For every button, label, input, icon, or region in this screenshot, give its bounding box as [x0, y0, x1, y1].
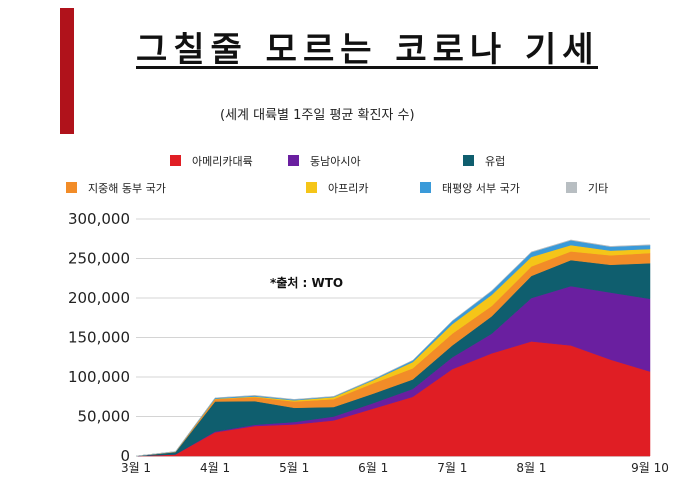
legend-swatch — [306, 182, 317, 193]
x-tick-label: 4월 1 — [200, 461, 230, 475]
legend-swatch — [170, 155, 181, 166]
y-tick-label: 0 — [120, 447, 130, 465]
x-tick-label: 8월 1 — [516, 461, 546, 475]
legend-swatch — [66, 182, 77, 193]
y-axis: 0 50,000 100,000 150,000 200,000 250,000 300,0… — [68, 210, 130, 465]
x-axis: 3월 1 4월 1 5월 1 6월 1 7월 1 8월 1 9월 10 — [121, 461, 669, 475]
legend-swatch — [288, 155, 299, 166]
accent-bar — [60, 8, 74, 134]
legend-swatch — [463, 155, 474, 166]
legend-label: 유럽 — [485, 154, 505, 168]
legend-label: 아메리카대륙 — [192, 155, 253, 168]
legend-swatch — [566, 182, 577, 193]
y-tick-label: 100,000 — [68, 368, 130, 386]
title-underline — [136, 66, 598, 69]
x-tick-label: 7월 1 — [437, 461, 467, 475]
y-tick-label: 300,000 — [68, 210, 130, 228]
chart-title: 그칠줄 모르는 코로나 기세 — [136, 30, 600, 70]
x-tick-label: 3월 1 — [121, 461, 151, 475]
y-tick-label: 200,000 — [68, 289, 130, 307]
x-tick-label: 6월 1 — [358, 461, 388, 475]
legend-label: 동남아시아 — [310, 155, 361, 168]
x-tick-label: 9월 10 — [631, 461, 669, 475]
legend-label: 태평양 서부 국가 — [442, 182, 520, 195]
legend-label: 지중해 동부 국가 — [88, 181, 166, 195]
source-note: *출처 : WTO — [270, 276, 344, 290]
x-tick-label: 5월 1 — [279, 461, 309, 475]
area-series — [135, 239, 651, 457]
legend-label: 아프리카 — [328, 182, 368, 195]
chart-subtitle: (세계 대륙별 1주일 평균 확진자 수) — [220, 108, 415, 123]
legend-label: 기타 — [588, 182, 608, 195]
area-기타 — [135, 239, 651, 457]
y-tick-label: 250,000 — [68, 250, 130, 268]
legend-swatch — [420, 182, 431, 193]
y-tick-label: 50,000 — [78, 408, 131, 426]
y-tick-label: 150,000 — [68, 329, 130, 347]
